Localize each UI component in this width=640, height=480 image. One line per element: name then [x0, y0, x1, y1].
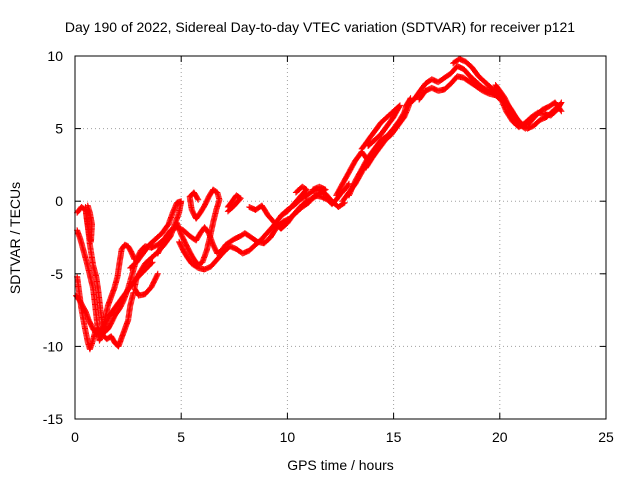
- data-point-plus: [148, 260, 155, 267]
- x-tick-label: 20: [492, 429, 508, 445]
- plot-frame: [74, 55, 607, 420]
- data-point-plus: [558, 108, 565, 115]
- y-tick-label: 5: [55, 121, 63, 137]
- data-point-plus: [363, 164, 369, 171]
- data-point-plus: [84, 202, 91, 209]
- y-tick-label: -5: [51, 266, 64, 282]
- x-tick-label: 25: [598, 429, 614, 445]
- data-point-plus: [340, 197, 347, 204]
- y-tick-label: 0: [55, 193, 63, 209]
- x-tick-label: 5: [177, 429, 185, 445]
- y-tick-label: -15: [43, 411, 63, 427]
- data-point-plus: [365, 143, 372, 149]
- data-point-plus: [195, 196, 202, 203]
- data-series: [73, 55, 565, 353]
- data-point-plus: [154, 270, 161, 277]
- data-point-plus: [363, 163, 370, 170]
- y-tick-label: -10: [43, 338, 63, 354]
- data-point-plus: [521, 124, 528, 131]
- data-point-plus: [522, 125, 529, 132]
- data-point-plus: [292, 189, 299, 196]
- y-axis-label: SDTVAR / TECUs: [7, 181, 23, 295]
- data-point-plus: [366, 142, 372, 149]
- data-point-plus: [558, 99, 565, 106]
- data-point-plus: [309, 186, 316, 193]
- chart-title: Day 190 of 2022, Sidereal Day-to-day VTE…: [64, 19, 576, 35]
- data-point-plus: [339, 198, 346, 205]
- x-axis-label: GPS time / hours: [287, 457, 394, 473]
- data-point-plus: [557, 107, 564, 114]
- axis-ticks: 0 5 10 15 20 25 -15 -10 -5 0 5 10: [43, 48, 614, 445]
- data-point-plus: [345, 181, 352, 188]
- data-point-plus: [293, 188, 300, 195]
- data-point-plus: [225, 203, 232, 209]
- x-tick-label: 0: [71, 429, 79, 445]
- data-point-plus: [224, 204, 231, 210]
- data-point-plus: [149, 259, 156, 266]
- x-tick-label: 15: [386, 429, 402, 445]
- y-tick-label: 10: [47, 48, 63, 64]
- data-point-plus: [557, 100, 564, 107]
- x-tick-label: 10: [280, 429, 296, 445]
- data-point-plus: [194, 195, 201, 202]
